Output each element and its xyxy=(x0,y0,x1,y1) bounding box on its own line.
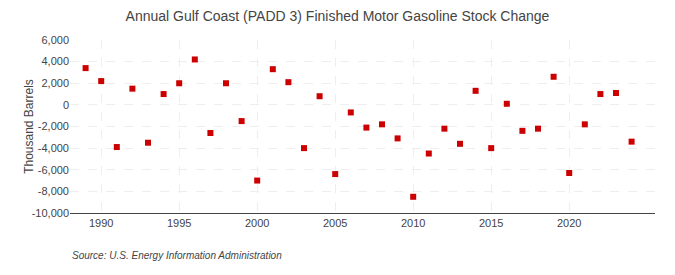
svg-text:4,000: 4,000 xyxy=(41,55,69,67)
svg-text:2,000: 2,000 xyxy=(41,77,69,89)
svg-text:Source: U.S. Energy Informatio: Source: U.S. Energy Information Administ… xyxy=(72,250,282,261)
svg-text:1990: 1990 xyxy=(89,217,113,229)
svg-text:Thousand Barrels: Thousand Barrels xyxy=(22,79,36,174)
svg-text:-8,000: -8,000 xyxy=(38,185,69,197)
svg-text:2020: 2020 xyxy=(557,217,581,229)
svg-text:Annual Gulf Coast (PADD 3) Fin: Annual Gulf Coast (PADD 3) Finished Moto… xyxy=(126,8,550,24)
svg-text:2010: 2010 xyxy=(401,217,425,229)
svg-text:2015: 2015 xyxy=(479,217,503,229)
svg-text:6,000: 6,000 xyxy=(41,34,69,46)
svg-text:1995: 1995 xyxy=(167,217,191,229)
svg-text:-6,000: -6,000 xyxy=(38,164,69,176)
svg-text:2005: 2005 xyxy=(323,217,347,229)
svg-text:0: 0 xyxy=(63,99,69,111)
svg-text:2000: 2000 xyxy=(245,217,269,229)
svg-text:-10,000: -10,000 xyxy=(32,207,69,219)
svg-text:-2,000: -2,000 xyxy=(38,120,69,132)
svg-text:-4,000: -4,000 xyxy=(38,142,69,154)
